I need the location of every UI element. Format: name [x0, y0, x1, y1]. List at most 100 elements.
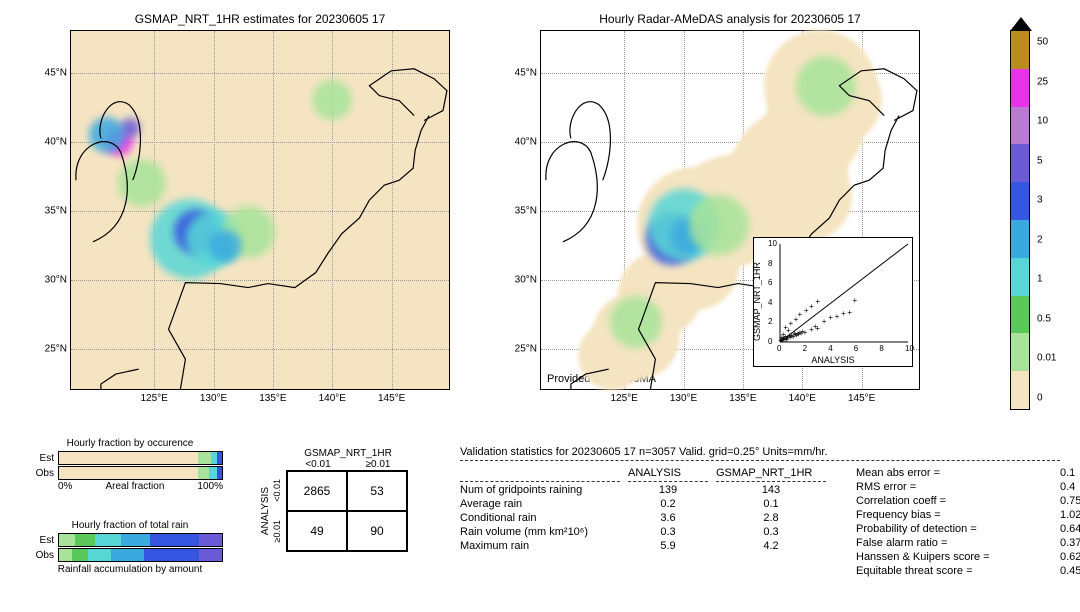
stat-value: 0.647	[1060, 523, 1080, 535]
left-map-panel: GSMAP_NRT_1HR estimates for 20230605 17 …	[70, 12, 450, 390]
bar-segment	[59, 452, 198, 464]
stat-value: 0.752	[1060, 495, 1080, 507]
coastline	[71, 31, 449, 389]
xtick: 145°E	[848, 389, 875, 404]
colorbar-tick: 0.01	[1029, 353, 1056, 364]
xtick: 130°E	[670, 389, 697, 404]
bar-label: Est	[30, 453, 58, 464]
stat-value: 0.629	[1060, 551, 1080, 563]
colorbar-segment	[1011, 69, 1029, 107]
bar-segment	[75, 534, 95, 546]
bar-segment	[59, 534, 75, 546]
ct-row0: <0.01	[272, 479, 286, 502]
bar	[58, 533, 223, 547]
colorbar-tick: 1	[1029, 274, 1043, 285]
scatter-point: +	[847, 309, 852, 317]
scatter-ytick: 8	[768, 259, 772, 268]
ytick: 30°N	[45, 275, 71, 286]
bar	[58, 466, 223, 480]
stat-label: Frequency bias =	[856, 509, 1056, 521]
scatter-point: +	[853, 297, 858, 305]
scatter-xtick: 4	[828, 344, 832, 353]
right-map-area: Provided by JWA/JMA 125°E130°E135°E140°E…	[540, 30, 920, 390]
ytick: 40°N	[45, 136, 71, 147]
ytick: 30°N	[515, 275, 541, 286]
scatter-ytick: 10	[768, 239, 777, 248]
bar-segment	[72, 549, 88, 561]
bar-segment	[198, 467, 209, 479]
stat-label: Probability of detection =	[856, 523, 1056, 535]
scatter-point: +	[815, 298, 820, 306]
axis-left: 0%	[58, 481, 72, 492]
stat-label: Hanssen & Kuipers score =	[856, 551, 1056, 563]
colorbar-tick: 0	[1029, 392, 1043, 403]
xtick: 125°E	[610, 389, 637, 404]
colorbar: 00.010.51235102550	[1010, 30, 1030, 410]
colorbar-tick: 25	[1029, 76, 1048, 87]
bar	[58, 451, 223, 465]
scatter-ytick: 0	[768, 337, 772, 346]
bar-segment	[111, 549, 144, 561]
colorbar-segment	[1011, 296, 1029, 334]
scatter-point: +	[822, 318, 827, 326]
colorbar-tick: 10	[1029, 116, 1048, 127]
scatter-point: +	[828, 314, 833, 322]
bar-segment	[217, 452, 222, 464]
scatter-point: +	[815, 325, 820, 333]
scatter-point: +	[783, 324, 788, 332]
ct-col-label: GSMAP_NRT_1HR	[288, 448, 408, 459]
axis-right: 100%	[197, 481, 223, 492]
axis-mid: Areal fraction	[105, 481, 164, 492]
colorbar-tick: 3	[1029, 195, 1043, 206]
scatter-ytick: 2	[768, 317, 772, 326]
colorbar-segment	[1011, 144, 1029, 182]
stats-cell: 0.1	[716, 498, 826, 510]
stats-cell: Rain volume (mm km²10⁶)	[460, 526, 620, 538]
xtick: 135°E	[729, 389, 756, 404]
scatter-point: +	[835, 313, 840, 321]
totalrain-caption: Rainfall accumulation by amount	[30, 564, 230, 575]
ct-cell-10: 49	[287, 511, 347, 551]
scatter-point: +	[804, 307, 809, 315]
stats-header: Validation statistics for 20230605 17 n=…	[460, 446, 1060, 461]
ct-cell-00: 2865	[287, 471, 347, 511]
stats-cell: 2.8	[716, 512, 826, 524]
bar-segment	[198, 452, 211, 464]
stats-cell: Average rain	[460, 498, 620, 510]
ct-cell-01: 53	[347, 471, 407, 511]
colorbar-tick: 0.5	[1029, 313, 1051, 324]
bar-segment	[150, 534, 199, 546]
ytick: 35°N	[515, 206, 541, 217]
colorbar-segment	[1011, 371, 1029, 409]
bar-segment	[144, 549, 199, 561]
stat-value: 1.029	[1060, 509, 1080, 521]
bar-label: Obs	[30, 468, 58, 479]
stats-cell: Num of gridpoints raining	[460, 484, 620, 496]
bar-segment	[217, 467, 222, 479]
scatter-ylabel: GSMAP_NRT_1HR	[752, 238, 762, 366]
xtick: 145°E	[378, 389, 405, 404]
occurrence-fraction-chart: Hourly fraction by occurence EstObs 0% A…	[30, 438, 230, 492]
stats-cell: 0.3	[628, 526, 708, 538]
ytick: 45°N	[515, 67, 541, 78]
scatter-point: +	[799, 330, 804, 338]
bar-segment	[199, 534, 222, 546]
xtick: 135°E	[259, 389, 286, 404]
bar-segment	[199, 549, 222, 561]
scatter-xlabel: ANALYSIS	[754, 355, 912, 365]
stat-value: 0.450	[1060, 565, 1080, 577]
stats-cell: Conditional rain	[460, 512, 620, 524]
ct-col0: <0.01	[288, 459, 348, 470]
xtick: 130°E	[200, 389, 227, 404]
xtick: 140°E	[789, 389, 816, 404]
scatter-ytick: 6	[768, 278, 772, 287]
stats-cell: Maximum rain	[460, 540, 620, 552]
ytick: 35°N	[45, 206, 71, 217]
xtick: 125°E	[140, 389, 167, 404]
colorbar-segment	[1011, 333, 1029, 371]
bar-label: Est	[30, 535, 58, 546]
scatter-inset: ++++++++++++++++++++++++++++++++++++++++…	[753, 237, 913, 367]
stats-cell: 3.6	[628, 512, 708, 524]
bar	[58, 548, 223, 562]
ytick: 40°N	[515, 136, 541, 147]
